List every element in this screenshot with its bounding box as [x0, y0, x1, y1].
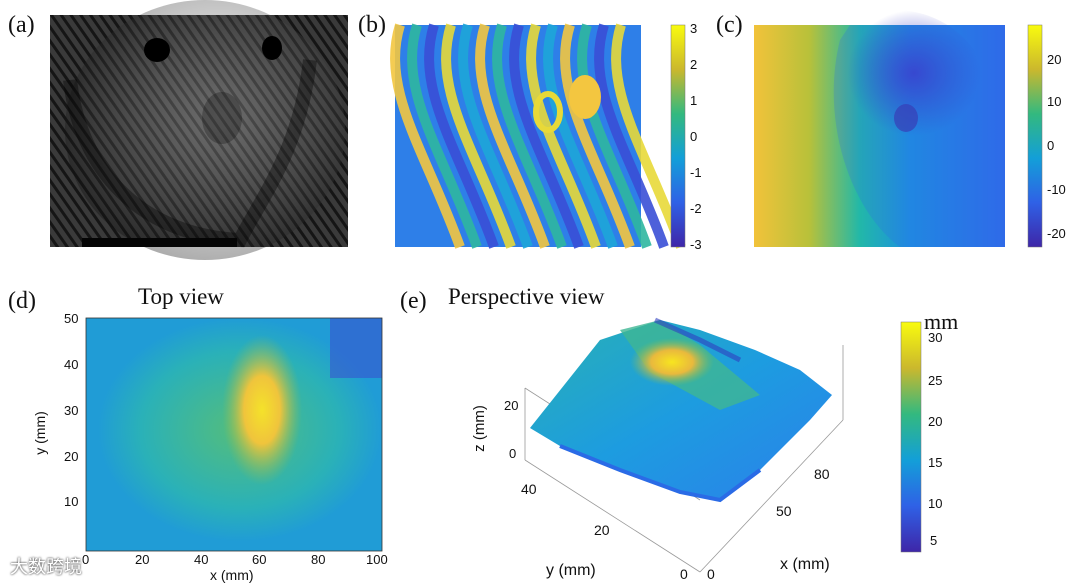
cb-c-tick: 20 — [1047, 52, 1062, 67]
phase-fringe-band — [424, 23, 499, 249]
panel-label-a: (a) — [8, 12, 35, 38]
d-xtick: 0 — [82, 552, 90, 567]
phase-fringe-band — [526, 23, 601, 249]
panel-a-fringe-image — [50, 0, 348, 260]
cb-e-tick: 5 — [930, 533, 938, 548]
e-ylabel: y (mm) — [546, 562, 596, 579]
cb-b-tick: 0 — [690, 129, 698, 144]
e-xlabel: x (mm) — [780, 556, 830, 573]
cb-c-tick: -20 — [1047, 226, 1066, 241]
cb-e-tick: 30 — [928, 330, 943, 345]
e-xtick: 0 — [707, 566, 715, 582]
phase-fringe-band — [407, 23, 482, 249]
panel-e-perspective-view — [524, 317, 922, 573]
d-ytick: 10 — [64, 494, 79, 509]
phase-fringe-band — [543, 23, 618, 249]
cb-b-tick: -2 — [690, 201, 702, 216]
d-ytick: 40 — [64, 357, 79, 372]
title-perspective-view: Perspective view — [448, 284, 605, 309]
d-ytick: 50 — [64, 311, 79, 326]
panel-label-c: (c) — [716, 12, 743, 38]
watermark-text: 大数跨境 — [10, 557, 82, 578]
e-ytick: 40 — [521, 481, 537, 497]
d-ylabel: y (mm) — [31, 411, 48, 455]
panel-b-wrapped-phase — [390, 23, 686, 249]
cb-b-tick: -3 — [690, 237, 702, 252]
cb-c-tick: -10 — [1047, 182, 1066, 197]
phase-fringe-band — [492, 23, 567, 249]
d-xtick: 60 — [252, 552, 267, 567]
phase-fringe-band — [594, 23, 669, 249]
d-xtick: 40 — [194, 552, 209, 567]
phase-fringe-band — [560, 23, 635, 249]
phase-fringe-band — [509, 23, 584, 249]
cb-e-unit: mm — [924, 309, 959, 334]
cb-c-tick: 10 — [1047, 94, 1062, 109]
phase-fringe-band — [577, 23, 652, 249]
cb-e-tick: 20 — [928, 414, 943, 429]
cb-e-tick: 10 — [928, 496, 943, 511]
d-xtick: 100 — [366, 552, 388, 567]
title-top-view: Top view — [138, 284, 224, 309]
panel-d-top-view — [85, 317, 383, 552]
cb-c-tick: 0 — [1047, 138, 1055, 153]
phase-fringe-band — [475, 23, 550, 249]
cb-b-tick: 3 — [690, 21, 698, 36]
phase-fringe-band — [458, 23, 533, 249]
e-xtick: 80 — [814, 466, 830, 482]
panel-label-d: (d) — [8, 288, 36, 314]
panel-label-e: (e) — [400, 288, 427, 314]
phase-fringe-band — [390, 23, 465, 249]
d-xlabel: x (mm) — [210, 567, 254, 583]
cb-e-tick: 25 — [928, 373, 943, 388]
d-xtick: 80 — [311, 552, 326, 567]
cb-b-tick: 1 — [690, 93, 698, 108]
d-xtick: 20 — [135, 552, 150, 567]
e-zlabel: z (mm) — [470, 405, 488, 452]
e-ztick: 0 — [509, 446, 517, 461]
panel-c-unwrapped-phase — [754, 10, 1043, 248]
cb-b-tick: 2 — [690, 57, 698, 72]
d-ytick: 20 — [64, 449, 79, 464]
cb-e-tick: 15 — [928, 455, 943, 470]
e-xtick: 50 — [776, 503, 792, 519]
phase-fringe-band — [441, 23, 516, 249]
e-ytick: 0 — [680, 566, 688, 582]
e-ztick: 20 — [504, 398, 519, 413]
panel-label-b: (b) — [358, 12, 386, 38]
cb-b-tick: -1 — [690, 165, 702, 180]
e-ytick: 20 — [594, 522, 610, 538]
phase-fringe-band — [611, 23, 686, 249]
d-ytick: 30 — [64, 403, 79, 418]
